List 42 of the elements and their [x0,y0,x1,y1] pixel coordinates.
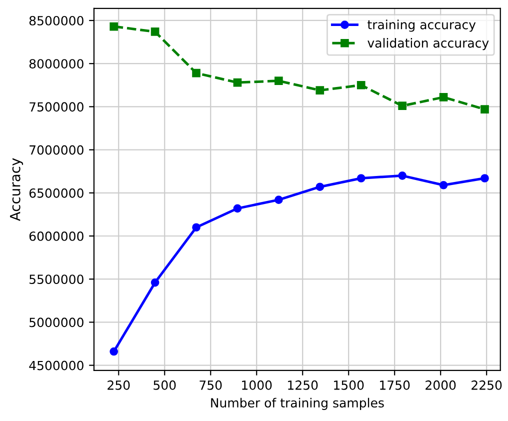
x-axis-title: Number of training samples [211,398,384,410]
y-tick-label: 7500000 [30,102,84,112]
point [110,22,118,31]
x-tick-label: 1250 [288,380,318,390]
x-tick-label: 1500 [334,380,364,390]
y-tick-label: 6000000 [29,231,84,241]
y-tick-label: 7000000 [30,145,84,155]
point [480,105,489,114]
y-tick-label: 4500000 [29,360,84,370]
point [192,223,200,232]
legend-label: validation accuracy [368,38,489,50]
x-tick-label: 500 [154,380,176,390]
y-axis-title: Accuracy [10,158,24,222]
point [150,278,160,287]
point [233,204,242,213]
point [356,174,366,182]
y-tick-label: 5500000 [30,274,84,284]
point [439,93,448,102]
x-tick-label: 1000 [242,380,272,390]
point [274,196,283,204]
y-tick-label: 6500000 [29,188,84,198]
point [233,78,242,87]
point [398,102,406,110]
x-tick-label: 2000 [426,380,456,390]
x-tick-label: 750 [200,380,222,390]
x-tick-label: 2250 [472,380,502,390]
point [439,180,448,190]
y-tick-label: 8500000 [29,16,84,26]
point [150,28,160,36]
x-tick-label: 1750 [380,380,410,390]
y-tick-label: 5000000 [30,318,84,328]
point [356,80,366,90]
point [480,174,489,182]
point [192,68,200,78]
point [274,76,283,85]
point [316,86,324,94]
x-tick-label: 250 [108,380,130,390]
point [110,347,118,356]
y-tick-label: 8000000 [29,59,84,69]
legend-label: training accuracy [368,20,476,32]
point [398,171,406,180]
point [316,182,324,192]
